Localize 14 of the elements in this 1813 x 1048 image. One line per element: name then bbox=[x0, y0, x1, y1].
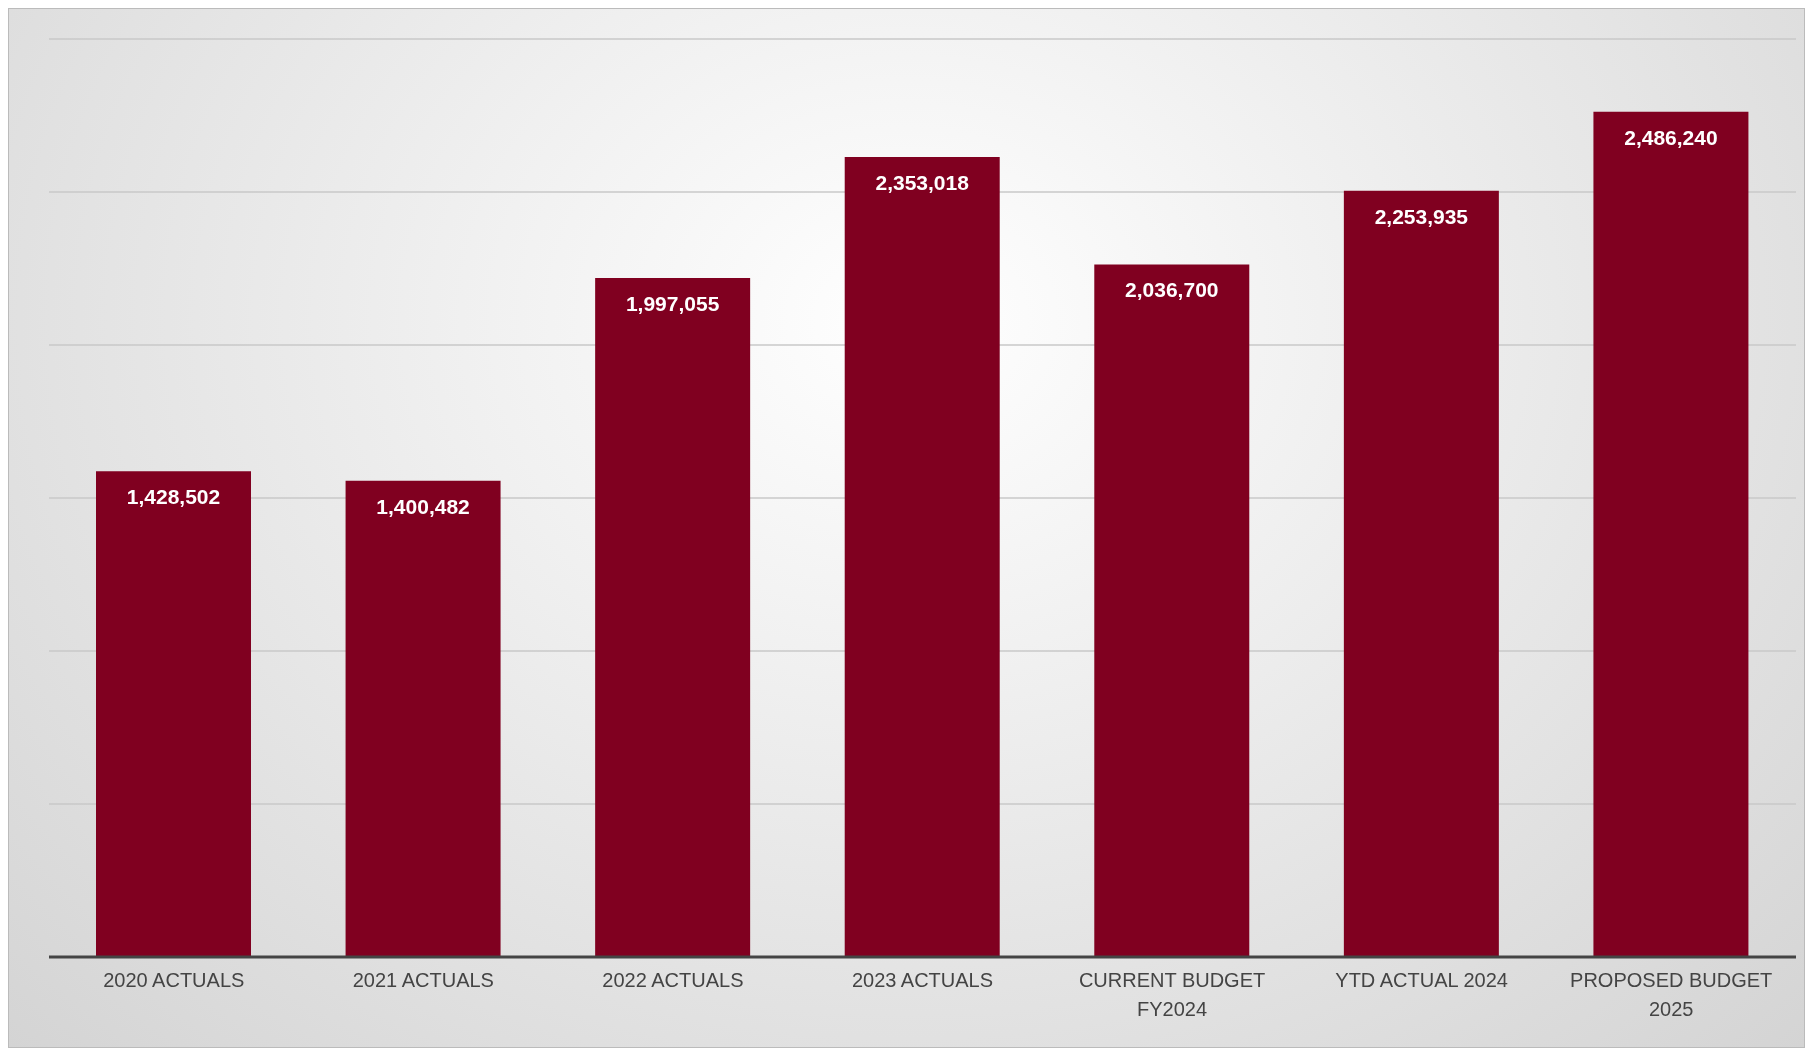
x-tick-label: YTD ACTUAL 2024 bbox=[1335, 969, 1508, 991]
data-label: 1,428,502 bbox=[126, 485, 221, 509]
x-tick-label: 2023 ACTUALS bbox=[851, 969, 994, 991]
data-label: 2,253,935 bbox=[1374, 204, 1469, 228]
data-label: 2,353,018 bbox=[875, 170, 970, 194]
x-tick-label: CURRENT BUDGET FY2024 bbox=[1078, 969, 1266, 1020]
data-label: 1,400,482 bbox=[376, 494, 470, 518]
x-tick-label: 2020 ACTUALS bbox=[103, 969, 245, 991]
x-tick-label: 2022 ACTUALS bbox=[602, 969, 744, 991]
x-tick-label: 2021 ACTUALS bbox=[352, 969, 494, 991]
x-tick-label: PROPOSED BUDGET 2025 bbox=[1570, 969, 1773, 1020]
data-label: 2,036,700 bbox=[1125, 278, 1219, 302]
data-label: 1,997,055 bbox=[625, 291, 720, 315]
data-label: 2,486,240 bbox=[1624, 125, 1718, 149]
